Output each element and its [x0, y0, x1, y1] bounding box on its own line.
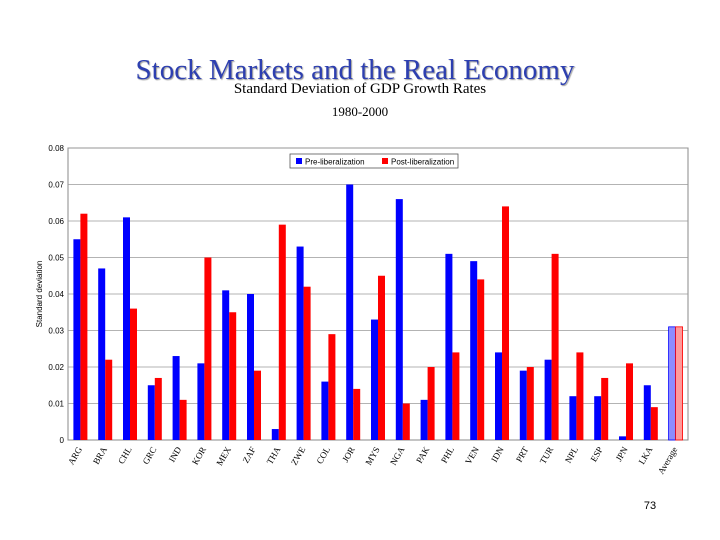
y-tick-label: 0.06	[48, 217, 64, 226]
bar-pre-jor	[346, 184, 354, 440]
bar-post-bra	[105, 359, 113, 440]
bar-pre-bra	[98, 268, 106, 440]
y-tick-label: 0.03	[48, 327, 64, 336]
bar-pre-npl	[569, 396, 577, 440]
y-tick-label: 0.07	[48, 181, 64, 190]
page-number: 73	[643, 500, 657, 512]
y-tick-label: 0.08	[48, 144, 64, 153]
chart-subtitle: 1980-2000	[331, 104, 389, 119]
bar-pre-col	[321, 381, 329, 440]
bar-post-mex	[229, 312, 237, 440]
x-tick-label: NGA	[388, 445, 407, 467]
x-tick-label: JOR	[340, 445, 357, 464]
y-tick-label: 0.01	[48, 400, 64, 409]
x-tick-label: ZWE	[289, 445, 308, 467]
bar-post-tur	[551, 253, 559, 440]
x-tick-label: PRT	[514, 445, 531, 464]
legend-label: Post-liberalization	[391, 158, 454, 167]
y-tick-label: 0.02	[48, 363, 64, 372]
bar-post-mys	[378, 275, 385, 440]
x-tick-label: GRC	[141, 445, 159, 466]
legend-swatch	[382, 158, 388, 164]
bar-pre-pak	[420, 399, 428, 440]
x-tick-label: ARG	[66, 445, 84, 467]
legend-label: Pre-liberalization	[305, 158, 365, 167]
x-tick-label: VEN	[463, 445, 481, 466]
bar-post-pak	[427, 367, 435, 440]
bar-pre-phl	[445, 253, 453, 440]
x-tick-label: PHL	[439, 445, 456, 465]
x-tick-label: LKA	[637, 445, 655, 466]
bar-pre-zaf	[247, 294, 254, 440]
bar-pre-zwe	[296, 246, 304, 440]
x-tick-label: MEX	[214, 445, 233, 468]
bar-post-esp	[601, 377, 609, 440]
bar-post-zwe	[303, 286, 311, 440]
bar-post-lka	[650, 407, 658, 440]
x-tick-label: IND	[167, 445, 184, 464]
x-tick-label: TUR	[538, 445, 556, 466]
y-tick-label: 0	[60, 436, 65, 445]
bar-post-tha	[278, 224, 286, 440]
bar-post-col	[328, 334, 336, 440]
legend-swatch	[296, 158, 302, 164]
bar-post-chl	[130, 308, 137, 440]
bar-post-nga	[402, 403, 410, 440]
bar-post-grc	[154, 377, 162, 440]
bar-pre-esp	[594, 396, 602, 440]
bar-post-phl	[452, 352, 460, 440]
bar-post-jor	[353, 388, 361, 440]
legend	[289, 153, 459, 169]
bar-post-prt	[526, 367, 534, 440]
bar-pre-arg	[73, 239, 81, 440]
chart-title: Standard Deviation of GDP Growth Rates	[233, 81, 487, 97]
x-tick-label: JPN	[614, 445, 630, 463]
bar-post-ind	[179, 399, 187, 440]
bar-pre-mex	[222, 290, 230, 440]
y-tick-label: 0.04	[48, 290, 64, 299]
x-tick-label: ESP	[589, 445, 605, 463]
x-tick-label: THA	[265, 445, 283, 466]
x-tick-label: ZAF	[241, 445, 258, 465]
bar-post-idn	[502, 206, 509, 440]
bar-pre-ind	[172, 356, 180, 440]
bar-pre-average	[668, 326, 676, 441]
bar-post-kor	[204, 257, 212, 440]
x-tick-label: MYS	[363, 445, 381, 467]
bar-pre-kor	[197, 363, 205, 440]
bar-pre-nga	[395, 199, 403, 440]
bar-post-average	[675, 326, 683, 441]
bar-post-arg	[80, 213, 88, 440]
bar-pre-tha	[271, 429, 279, 440]
bar-post-ven	[477, 279, 485, 440]
bar-pre-lka	[643, 385, 651, 440]
x-tick-label: KOR	[190, 445, 208, 466]
x-tick-label: NPL	[563, 445, 580, 465]
x-tick-label: COL	[314, 445, 332, 466]
bar-pre-jpn	[619, 436, 626, 440]
bar-pre-grc	[147, 385, 155, 440]
bar-pre-ven	[470, 261, 478, 440]
bar-post-npl	[576, 352, 584, 440]
bar-pre-mys	[371, 319, 378, 440]
x-tick-label: PAK	[414, 445, 431, 465]
x-tick-label: CHL	[116, 445, 134, 466]
y-tick-label: 0.05	[48, 254, 64, 263]
x-tick-label: Average	[656, 445, 680, 476]
x-tick-label: IDN	[489, 445, 506, 464]
bar-post-zaf	[254, 370, 261, 440]
bar-pre-prt	[519, 370, 527, 440]
bar-post-jpn	[626, 363, 633, 440]
x-tick-label: BRA	[91, 445, 109, 466]
slide-title: Stock Markets and the Real Economy	[135, 54, 575, 86]
bar-pre-tur	[544, 359, 552, 440]
bar-pre-chl	[123, 217, 130, 440]
y-axis-label: Standard deviation	[35, 261, 44, 328]
bar-pre-idn	[495, 352, 502, 440]
